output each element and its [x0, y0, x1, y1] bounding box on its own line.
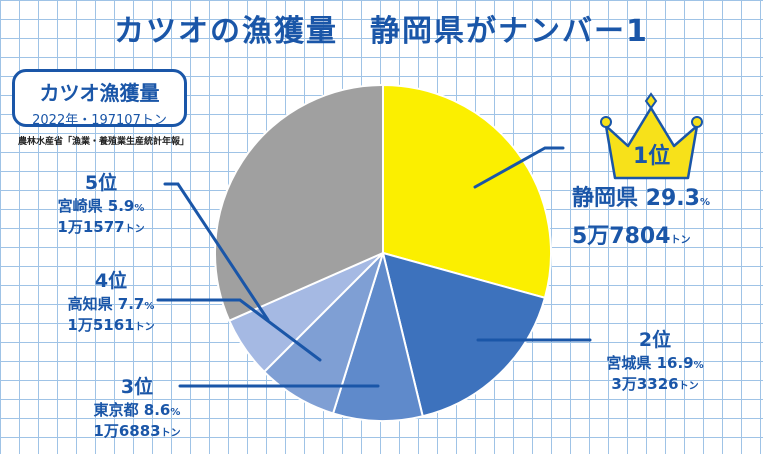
label-miyazaki: 5位 宮崎県 5.9% 1万1577トン [36, 168, 166, 237]
source-note: 農林水産省「漁業・養殖業生産統計年報」 [18, 137, 190, 147]
callout-line-1 [473, 146, 565, 189]
label-kochi: 4位 高知県 7.7% 1万5161トン [46, 266, 176, 335]
label-miyagi: 2位 宮城県 16.9% 3万3326トン [590, 325, 720, 394]
pie-slice-rank-3 [331, 249, 424, 422]
pref-pct: 宮城県 16.9 [606, 354, 694, 372]
rank-3: 3位 [120, 376, 154, 398]
amount: 1万1577 [57, 218, 125, 236]
pref-pct: 宮崎県 5.9 [57, 197, 135, 215]
pie-slices [214, 83, 552, 422]
callout-line-5 [163, 182, 270, 322]
summary-box: カツオ漁獲量 2022年・197107トン [12, 69, 187, 128]
rank-2: 2位 [638, 329, 672, 351]
summary-detail: 2022年・197107トン [32, 113, 167, 128]
callout-line-4 [156, 298, 322, 362]
label-tokyo: 3位 東京都 8.6% 1万6883トン [72, 372, 202, 441]
pie-slice-other [214, 83, 384, 323]
pref-pct: 静岡県 29.3 [572, 186, 700, 211]
pie-slice-rank-2 [381, 251, 547, 418]
rank-1-label: 1位 [633, 144, 671, 169]
summary-title: カツオ漁獲量 [39, 81, 160, 105]
pct-unit: % [144, 301, 155, 312]
amount-unit: トン [134, 322, 155, 333]
page-title: カツオの漁獲量 静岡県がナンバー1 [114, 14, 649, 49]
amount: 1万5161 [67, 316, 135, 334]
pct-unit: % [134, 203, 145, 214]
amount-unit: トン [124, 224, 145, 235]
amount-unit: トン [678, 381, 699, 392]
crown-icon [600, 92, 703, 180]
pref-pct: 高知県 7.7 [67, 295, 145, 313]
rank-4: 4位 [94, 270, 128, 292]
amount-unit: トン [160, 428, 181, 439]
pref-pct: 東京都 8.6 [93, 401, 171, 419]
pct-unit: % [699, 197, 710, 208]
amount: 3万3326 [611, 375, 679, 393]
callout-lines [156, 146, 592, 388]
amount: 5万7804 [572, 224, 671, 249]
pct-unit: % [693, 360, 704, 371]
label-shizuoka: 静岡県 29.3% 5万7804トン [572, 180, 710, 250]
rank-5: 5位 [84, 172, 118, 194]
pct-unit: % [170, 407, 181, 418]
pie-slice-rank-1 [382, 83, 552, 300]
amount: 1万6883 [93, 422, 161, 440]
amount-unit: トン [670, 235, 691, 246]
